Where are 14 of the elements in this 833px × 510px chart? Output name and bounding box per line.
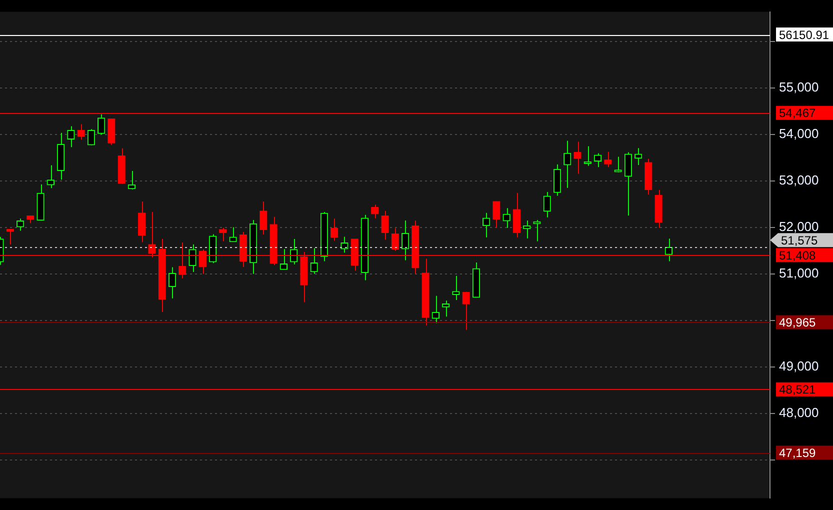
ref-line-label: 48,521 [779,382,816,397]
ref-line-label: 54,467 [779,106,816,120]
ref-line-label: 47,159 [779,446,816,460]
y-tick-label: 48,000 [779,405,819,420]
y-tick-label: 53,000 [779,172,819,188]
ref-line-label: 51,408 [779,248,816,262]
ref-line-label: 49,965 [779,316,816,330]
y-tick-label: 51,000 [779,266,819,281]
y-tick-label: 52,000 [779,219,819,234]
y-tick-label: 54,000 [779,126,819,142]
ref-line-label: 56150.91 [779,28,830,42]
y-tick-label: 49,000 [779,358,819,374]
ref-line-label: 51,575 [781,233,818,248]
y-tick-label: 55,000 [779,80,819,95]
